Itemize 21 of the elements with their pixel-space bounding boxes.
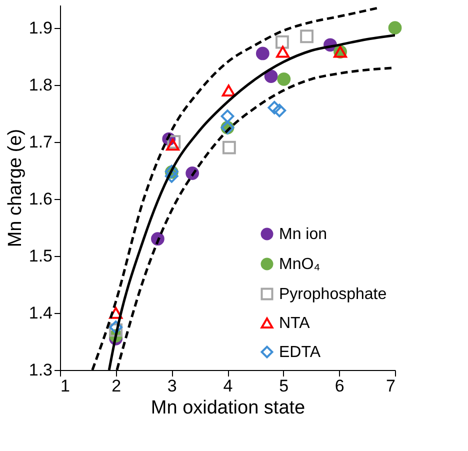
legend-label: MnO₄ bbox=[279, 256, 320, 273]
x-tick-label: 3 bbox=[167, 376, 177, 396]
y-tick-label: 1.9 bbox=[28, 18, 52, 38]
legend-label: EDTA bbox=[279, 344, 321, 361]
y-tick-label: 1.7 bbox=[28, 132, 52, 152]
x-tick-label: 7 bbox=[386, 376, 396, 396]
x-tick-label: 4 bbox=[223, 376, 233, 396]
y-tick-label: 1.6 bbox=[28, 189, 52, 208]
y-tick-label: 1.3 bbox=[28, 360, 52, 380]
x-tick-label: 2 bbox=[112, 376, 122, 396]
legend-label: NTA bbox=[279, 315, 310, 332]
y-tick-label: 1.8 bbox=[28, 75, 52, 94]
y-axis-title: Mn charge (e) bbox=[4, 128, 26, 248]
x-tick-label: 6 bbox=[334, 376, 344, 396]
x-axis-title: Mn oxidation state bbox=[150, 398, 306, 418]
legend-label: Mn ion bbox=[279, 226, 328, 243]
x-tick-label: 5 bbox=[279, 376, 289, 396]
y-tick-label: 1.4 bbox=[28, 303, 52, 322]
y-tick-label: 1.5 bbox=[28, 246, 52, 266]
x-tick-label: 1 bbox=[60, 376, 70, 396]
legend-label: Pyrophosphate bbox=[279, 286, 387, 303]
